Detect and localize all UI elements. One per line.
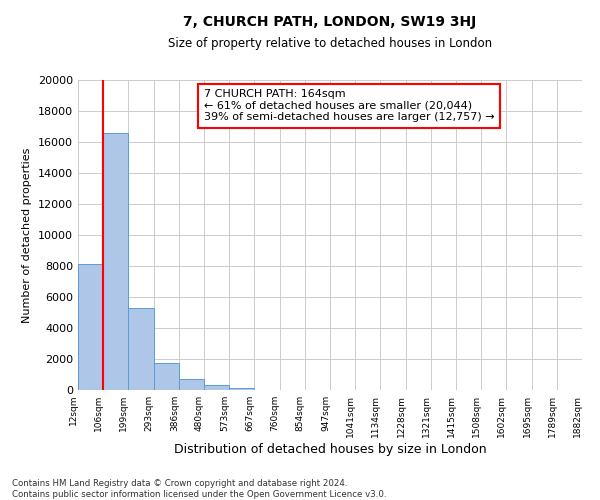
Bar xyxy=(128,308,154,390)
Y-axis label: Number of detached properties: Number of detached properties xyxy=(22,148,32,322)
Bar xyxy=(78,264,103,390)
Bar xyxy=(154,363,179,390)
Text: Contains public sector information licensed under the Open Government Licence v3: Contains public sector information licen… xyxy=(12,490,386,499)
Text: 7 CHURCH PATH: 164sqm
← 61% of detached houses are smaller (20,044)
39% of semi-: 7 CHURCH PATH: 164sqm ← 61% of detached … xyxy=(204,90,494,122)
Text: Contains HM Land Registry data © Crown copyright and database right 2024.: Contains HM Land Registry data © Crown c… xyxy=(12,478,347,488)
Bar xyxy=(229,388,254,390)
Text: Size of property relative to detached houses in London: Size of property relative to detached ho… xyxy=(168,38,492,51)
Bar xyxy=(204,386,229,390)
X-axis label: Distribution of detached houses by size in London: Distribution of detached houses by size … xyxy=(173,442,487,456)
Text: 7, CHURCH PATH, LONDON, SW19 3HJ: 7, CHURCH PATH, LONDON, SW19 3HJ xyxy=(184,15,476,29)
Bar xyxy=(179,379,204,390)
Bar xyxy=(103,132,128,390)
